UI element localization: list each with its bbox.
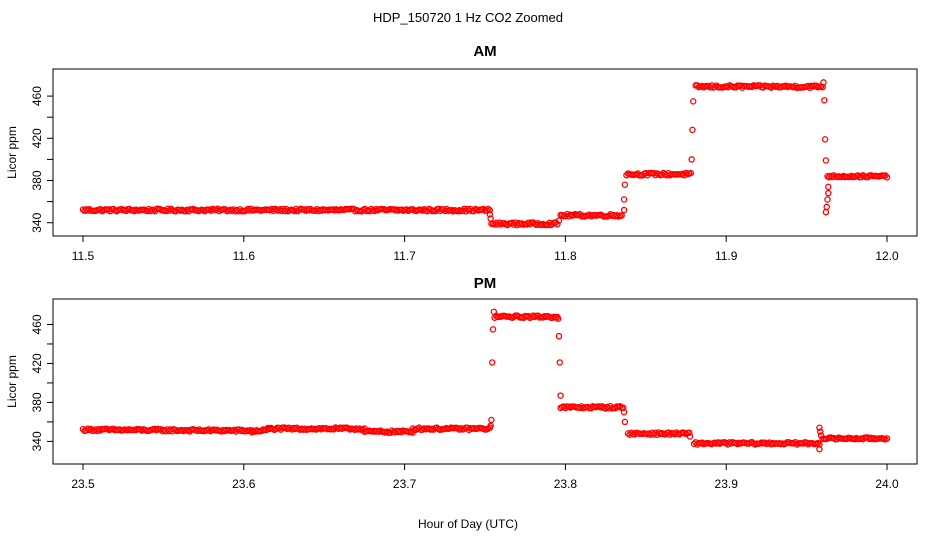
data-point <box>824 196 831 203</box>
series-points <box>79 308 891 453</box>
data-point <box>883 435 891 442</box>
y-axis-title: Licor ppm <box>5 355 19 408</box>
data-point <box>823 203 830 211</box>
y-tick-label: 340 <box>30 431 44 451</box>
data-point <box>816 445 823 453</box>
data-point <box>621 418 629 426</box>
data-point <box>689 126 696 134</box>
data-point <box>822 157 830 164</box>
data-point <box>488 416 495 424</box>
x-tick-label: 11.8 <box>554 249 577 263</box>
data-point <box>620 196 628 203</box>
y-tick-label: 460 <box>30 314 44 334</box>
x-axis-title: Hour of Day (UTC) <box>418 517 518 531</box>
panel-am: AM 11.5 11.6 11.7 11.8 11.9 12.0 340 380 420 460 Li… <box>5 43 918 263</box>
x-tick-label: 11.6 <box>233 249 256 263</box>
data-point <box>486 206 494 214</box>
data-point <box>488 359 496 366</box>
data-point <box>490 308 498 316</box>
series-points <box>79 79 891 229</box>
data-point <box>816 424 823 431</box>
data-point <box>687 169 695 177</box>
data-point <box>555 332 563 340</box>
y-tick-label: 380 <box>30 170 44 190</box>
data-point <box>817 428 824 435</box>
data-point <box>688 156 695 163</box>
data-point <box>820 79 827 86</box>
y-tick-label: 420 <box>30 353 44 373</box>
data-point <box>554 221 561 228</box>
x-tick-label: 11.7 <box>393 249 416 263</box>
data-point <box>483 207 490 214</box>
data-point <box>821 136 829 143</box>
x-tick-label: 11.9 <box>715 249 738 263</box>
data-point <box>616 403 624 410</box>
data-point <box>821 97 828 104</box>
x-tick-label: 12.0 <box>875 249 899 263</box>
data-point <box>620 408 628 416</box>
data-point <box>489 326 497 333</box>
data-point <box>557 392 564 399</box>
x-tick-label: 23.9 <box>715 477 739 491</box>
y-axis-title: Licor ppm <box>5 126 19 179</box>
data-point <box>685 429 693 436</box>
panel-pm: PM 23.5 23.6 23.7 23.8 23.9 24.0 340 380 420 460 Li… <box>5 275 918 491</box>
data-point <box>817 432 825 439</box>
panel-title: AM <box>473 43 496 60</box>
x-tick-label: 23.8 <box>554 477 578 491</box>
data-point <box>486 211 494 218</box>
data-point <box>555 217 563 224</box>
data-point <box>621 181 629 188</box>
x-tick-label: 23.6 <box>232 477 256 491</box>
data-point <box>620 206 628 214</box>
y-tick-label: 380 <box>30 392 44 412</box>
y-tick-label: 340 <box>30 212 44 232</box>
data-point <box>689 98 697 105</box>
data-point <box>822 208 830 216</box>
data-point <box>620 404 627 412</box>
data-point <box>825 183 832 191</box>
x-tick-label: 23.7 <box>393 477 417 491</box>
x-tick-label: 24.0 <box>875 477 899 491</box>
data-point <box>825 189 832 197</box>
y-tick-label: 420 <box>30 128 44 148</box>
data-point <box>814 439 822 447</box>
data-point <box>686 433 694 440</box>
data-point <box>618 212 625 219</box>
data-point <box>883 174 891 181</box>
page-title: HDP_150720 1 Hz CO2 Zoomed <box>373 10 563 25</box>
x-tick-label: 11.5 <box>72 249 95 263</box>
y-tick-label: 460 <box>30 86 44 106</box>
data-point <box>556 359 564 366</box>
data-point <box>487 215 494 222</box>
data-point <box>487 422 494 430</box>
x-tick-label: 23.5 <box>71 477 95 491</box>
data-point <box>554 315 562 322</box>
panel-title: PM <box>474 275 497 292</box>
